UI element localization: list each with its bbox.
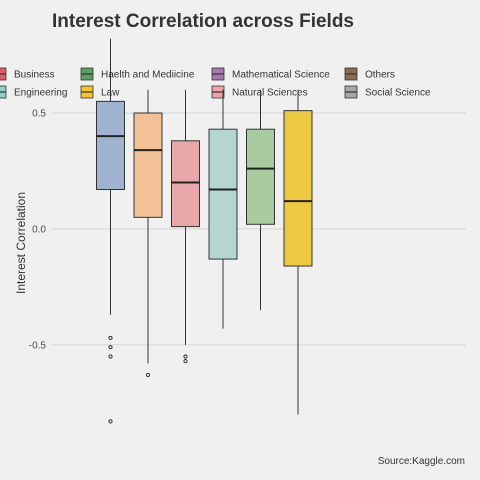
legend-label: Social Science [365, 88, 431, 99]
box-group [283, 89, 313, 415]
legend-item: Business [0, 67, 55, 81]
box-group [133, 89, 163, 378]
legend-label: Engineering [14, 88, 67, 99]
legend-item: Natural Sciences [211, 85, 308, 99]
outlier-point [183, 354, 188, 359]
legend-item: Haelth and Mediicine [80, 67, 195, 81]
outlier-point [145, 372, 151, 378]
box [171, 140, 200, 228]
box [133, 112, 163, 218]
outlier-point [108, 335, 113, 341]
outlier-point [108, 345, 113, 350]
chart-caption: Source:Kaggle.com [378, 456, 465, 467]
legend-label: Mathematical Science [232, 70, 330, 81]
plot-area: 0.5 0.0 -0.5 [29, 38, 466, 424]
box-group [208, 89, 238, 329]
legend-item: Social Science [344, 85, 431, 99]
y-tick-label: 0.5 [32, 108, 46, 119]
legend-item: Law [80, 85, 120, 99]
legend: Business Engineering Haelth and Mediicine L… [0, 67, 431, 99]
legend-item: Others [344, 67, 395, 81]
legend-label: Business [14, 70, 55, 81]
chart-title: Interest Correlation across Fields [52, 11, 354, 32]
legend-label: Natural Sciences [232, 88, 308, 99]
legend-label: Others [365, 70, 395, 81]
box-group [246, 89, 275, 311]
legend-item: Engineering [0, 85, 67, 99]
legend-label: Haelth and Mediicine [101, 70, 195, 81]
box [96, 100, 125, 191]
box [208, 128, 238, 260]
legend-item: Mathematical Science [211, 67, 330, 81]
box [246, 128, 275, 225]
box-group [96, 38, 125, 424]
y-tick-label: 0.0 [32, 224, 46, 235]
y-axis-title: Interest Correlation [14, 192, 28, 294]
box-group [171, 89, 200, 364]
y-tick-label: -0.5 [29, 340, 47, 351]
box [283, 110, 313, 267]
outlier-point [108, 419, 113, 424]
outlier-point [108, 354, 113, 359]
outlier-point [183, 359, 188, 364]
